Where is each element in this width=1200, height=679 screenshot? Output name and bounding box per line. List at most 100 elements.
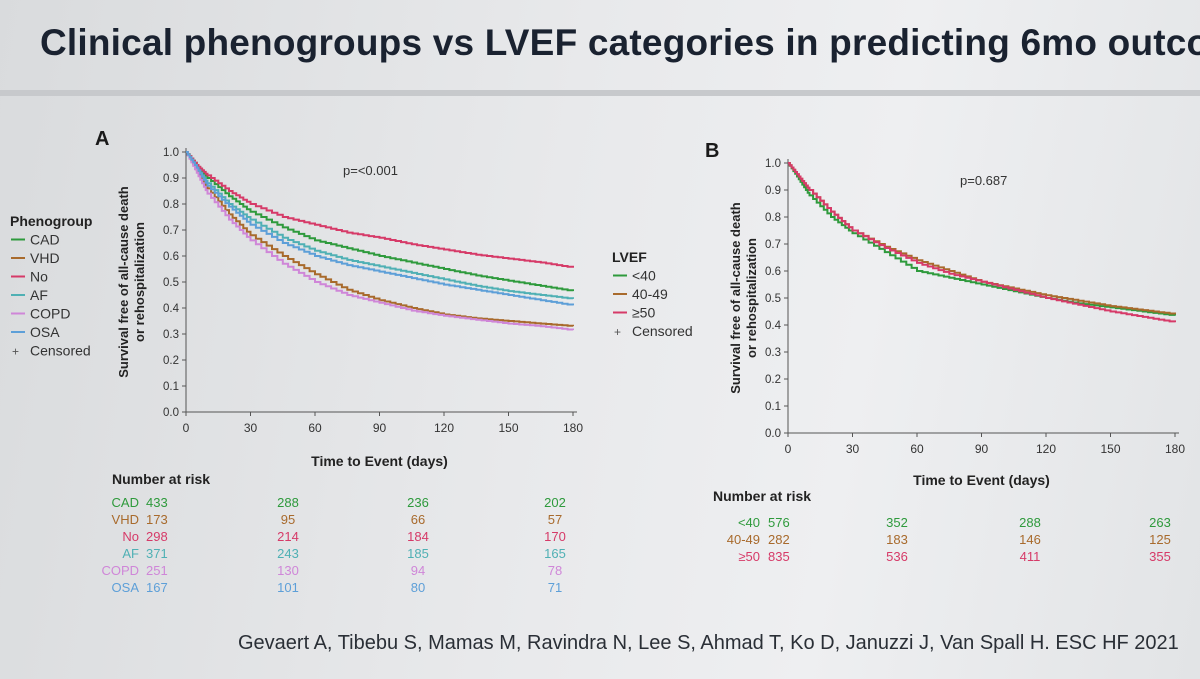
risk-cell: 214 — [277, 529, 299, 544]
risk-cell: 165 — [544, 546, 566, 561]
legend-entry: <40 — [632, 268, 656, 284]
series-line — [788, 162, 1176, 323]
legend-entry: CAD — [30, 232, 60, 248]
risk-row-name: OSA — [112, 580, 140, 595]
title-divider — [0, 90, 1200, 96]
y-axis-label: Survival free of all-cause deathor rehos… — [116, 186, 147, 378]
x-tick-label: 60 — [910, 442, 924, 456]
y-tick-label: 0.4 — [765, 320, 782, 332]
x-tick-label: 60 — [308, 421, 322, 435]
risk-cell: 183 — [886, 532, 908, 547]
slide-title: Clinical phenogroups vs LVEF categories … — [40, 22, 1200, 63]
legend-entry: AF — [30, 287, 48, 303]
legend-entry-censored: Censored — [632, 323, 693, 339]
legend-entry: ≥50 — [632, 305, 655, 321]
y-tick-label: 0.0 — [163, 407, 179, 419]
y-tick-label: 0.8 — [765, 212, 781, 224]
x-tick-label: 150 — [1100, 442, 1120, 456]
series-line — [186, 151, 574, 268]
risk-cell: 80 — [411, 580, 425, 595]
censored-marker: + — [614, 325, 621, 339]
y-tick-label: 0.6 — [765, 266, 781, 278]
risk-row-name: CAD — [112, 495, 139, 510]
series-line — [186, 151, 574, 331]
x-tick-label: 180 — [1165, 442, 1185, 456]
censored-marker: + — [12, 345, 19, 359]
risk-cell: 263 — [1149, 515, 1171, 530]
y-tick-label: 0.5 — [163, 277, 179, 289]
panel-a: A 0.0 0.1 0.2 0.3 0.4 0.5 0.6 0.7 0.8 0.9 1.0 0 30 60 9… — [10, 128, 583, 595]
y-tick-label: 0.5 — [765, 293, 781, 305]
panel-letter: B — [705, 140, 719, 162]
legend-entry: COPD — [30, 306, 70, 322]
y-tick-label: 0.9 — [163, 173, 179, 185]
y-tick-label: 0.2 — [765, 374, 781, 386]
series-line — [186, 151, 574, 292]
risk-cell: 184 — [407, 529, 429, 544]
risk-cell: 236 — [407, 495, 429, 510]
risk-cell: 371 — [146, 546, 168, 561]
risk-row-name: AF — [122, 546, 139, 561]
risk-row-name: 40-49 — [727, 532, 760, 547]
legend-title: Phenogroup — [10, 213, 92, 229]
y-tick-label: 0.7 — [765, 239, 781, 251]
risk-table-title: Number at risk — [112, 471, 210, 487]
risk-cell: 202 — [544, 495, 566, 510]
x-tick-label: 120 — [1036, 442, 1056, 456]
risk-cell: 125 — [1149, 532, 1171, 547]
risk-cell: 433 — [146, 495, 168, 510]
risk-row-name: COPD — [101, 563, 139, 578]
y-tick-label: 1.0 — [163, 147, 179, 159]
y-tick-label: 0.2 — [163, 355, 179, 367]
risk-cell: 288 — [277, 495, 299, 510]
x-tick-label: 90 — [975, 442, 989, 456]
y-tick-label: 0.3 — [765, 347, 781, 359]
x-tick-label: 0 — [785, 442, 792, 456]
y-tick-label: 0.8 — [163, 199, 179, 211]
y-tick-label: 0.1 — [163, 381, 179, 393]
risk-row-name: No — [122, 529, 139, 544]
series-line — [186, 151, 574, 306]
risk-cell: 536 — [886, 549, 908, 564]
risk-row-name: VHD — [112, 512, 139, 527]
risk-row-name: ≥50 — [738, 549, 760, 564]
y-tick-label: 0.4 — [163, 303, 180, 315]
risk-cell: 95 — [281, 512, 295, 527]
y-tick-label: 0.9 — [765, 185, 781, 197]
legend-title: LVEF — [612, 249, 647, 265]
y-tick-label: 0.6 — [163, 251, 179, 263]
risk-cell: 78 — [548, 563, 562, 578]
risk-row-name: <40 — [738, 515, 760, 530]
panel-letter: A — [95, 128, 109, 150]
risk-cell: 298 — [146, 529, 168, 544]
x-tick-label: 0 — [183, 421, 190, 435]
risk-cell: 251 — [146, 563, 168, 578]
y-tick-label: 0.0 — [765, 428, 781, 440]
series-line — [186, 151, 574, 327]
legend-entry: No — [30, 269, 48, 285]
risk-cell: 288 — [1019, 515, 1041, 530]
x-axis-label: Time to Event (days) — [311, 453, 448, 469]
x-axis-label: Time to Event (days) — [913, 472, 1050, 488]
risk-cell: 835 — [768, 549, 790, 564]
y-axis-label: Survival free of all-cause deathor rehos… — [728, 202, 759, 394]
risk-cell: 243 — [277, 546, 299, 561]
risk-cell: 576 — [768, 515, 790, 530]
panel-b: B 0.0 0.1 0.2 0.3 0.4 0.5 0.6 0.7 0.8 0.9 1.0 0 30 60 9… — [612, 140, 1185, 564]
x-tick-label: 120 — [434, 421, 454, 435]
risk-cell: 355 — [1149, 549, 1171, 564]
legend-entry: OSA — [30, 324, 60, 340]
p-value: p=0.687 — [960, 173, 1007, 188]
x-tick-label: 30 — [846, 442, 860, 456]
legend-entry-censored: Censored — [30, 343, 91, 359]
risk-cell: 66 — [411, 512, 425, 527]
risk-table-title: Number at risk — [713, 488, 811, 504]
risk-cell: 185 — [407, 546, 429, 561]
risk-cell: 57 — [548, 512, 562, 527]
risk-cell: 352 — [886, 515, 908, 530]
citation: Gevaert A, Tibebu S, Mamas M, Ravindra N… — [238, 632, 1179, 654]
x-tick-label: 90 — [373, 421, 387, 435]
y-tick-label: 0.3 — [163, 329, 179, 341]
risk-cell: 130 — [277, 563, 299, 578]
